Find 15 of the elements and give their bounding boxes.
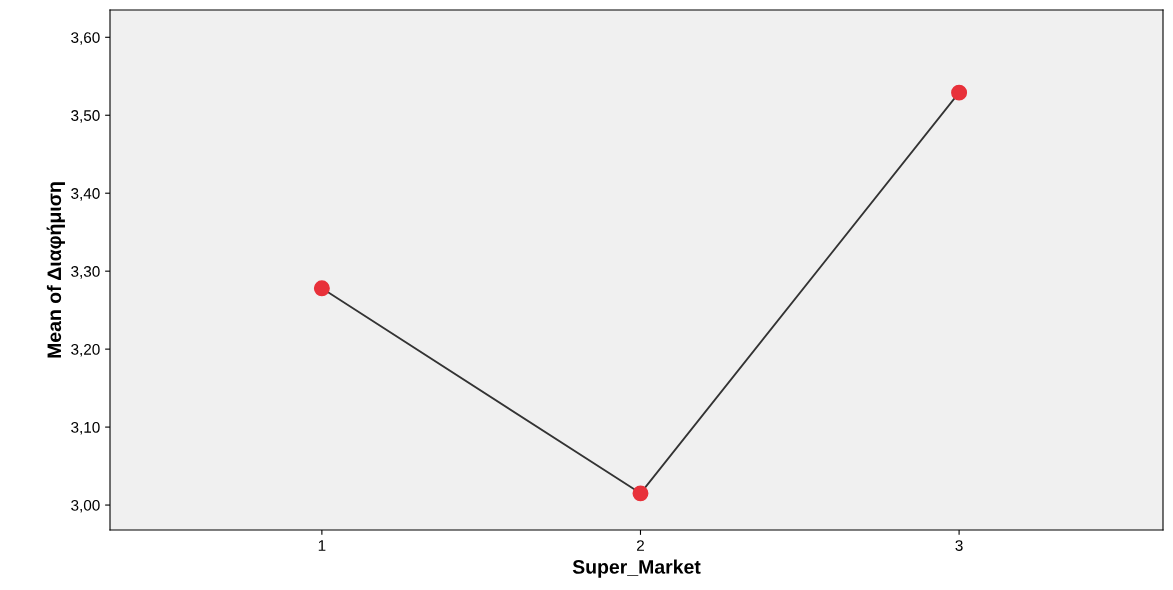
y-axis-title: Mean of Διαφήμιση — [46, 182, 65, 358]
y-tick-label: 3,00 — [71, 499, 100, 513]
x-tick-label: 3 — [955, 540, 963, 551]
y-tick-label: 3,20 — [71, 344, 100, 357]
x-tick-label: 1 — [318, 540, 326, 551]
y-tick-label: 3,30 — [71, 266, 100, 279]
y-tick-label: 3,60 — [71, 32, 100, 45]
y-tick-label: 3,10 — [71, 421, 100, 435]
x-axis-title: Super_Market — [572, 559, 701, 578]
y-tick-label: 3,40 — [71, 188, 100, 201]
y-tick-label: 3,50 — [71, 110, 100, 123]
point — [951, 84, 968, 101]
point — [632, 485, 649, 502]
point — [313, 280, 330, 297]
x-tick-label: 2 — [637, 540, 644, 551]
